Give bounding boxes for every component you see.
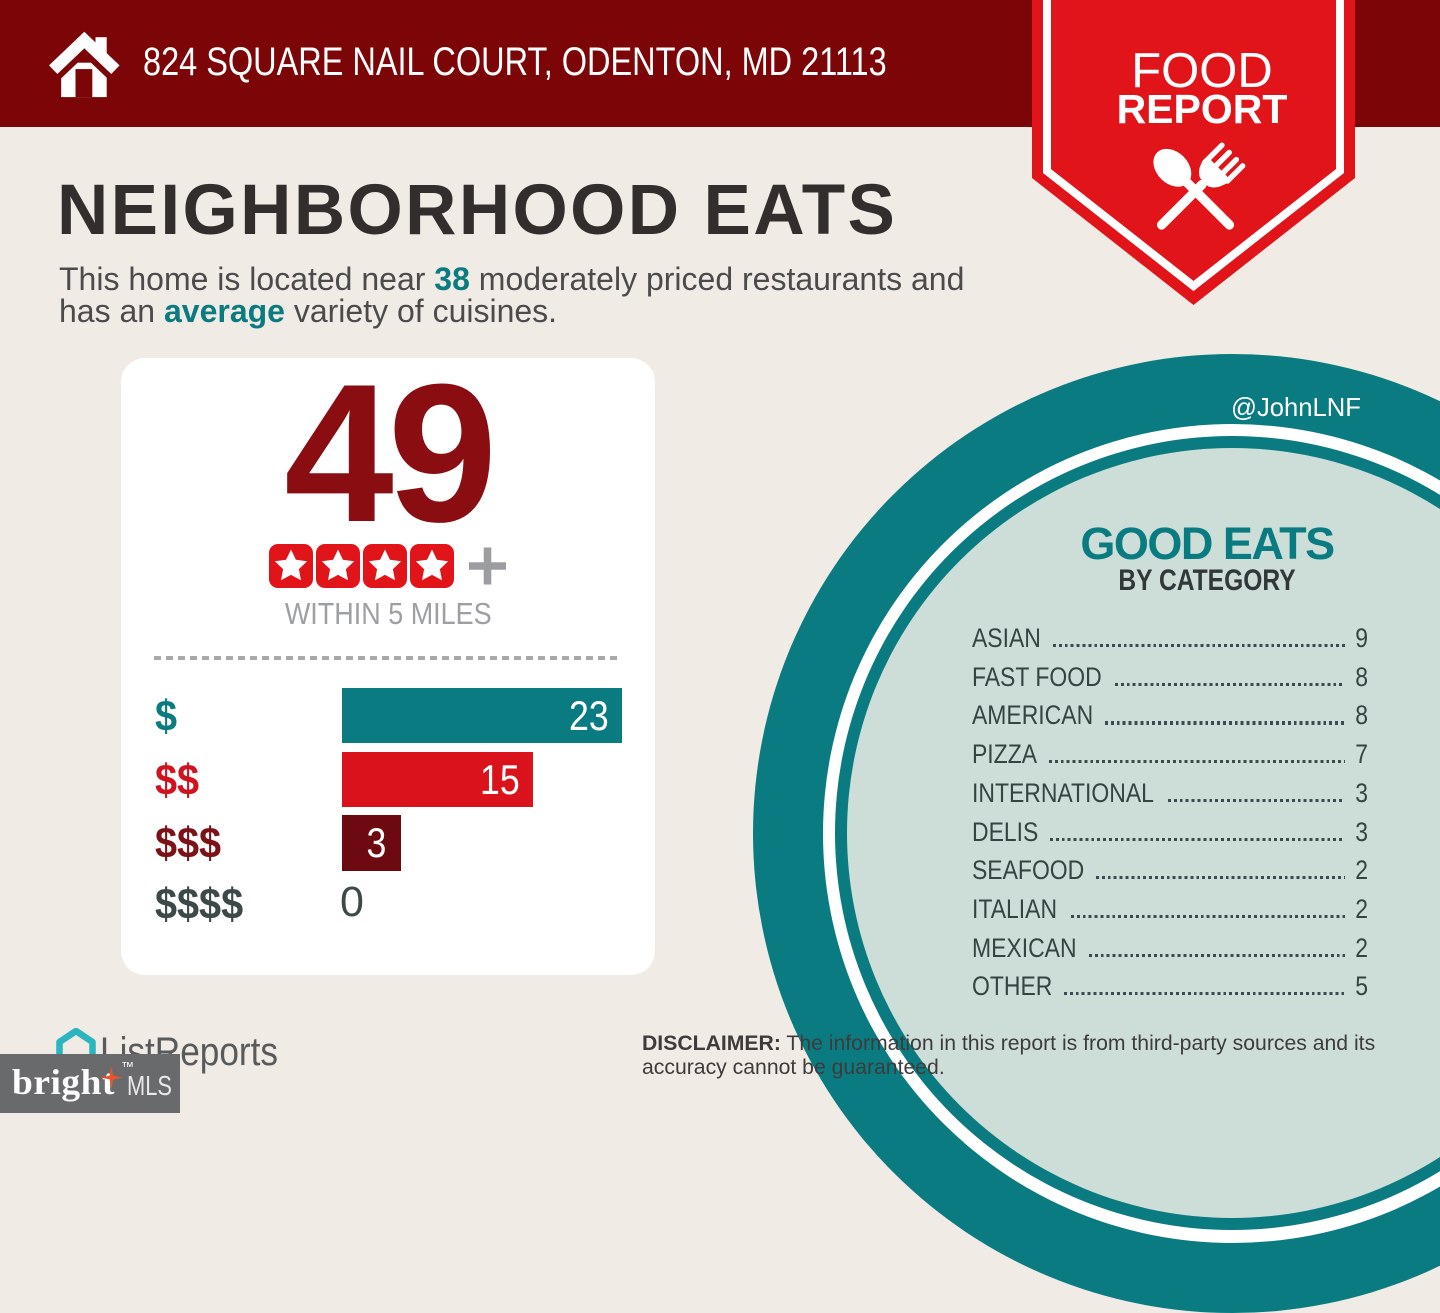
svg-text:REPORT: REPORT [1117, 86, 1288, 132]
svg-text:FOOD: FOOD [1131, 44, 1273, 98]
